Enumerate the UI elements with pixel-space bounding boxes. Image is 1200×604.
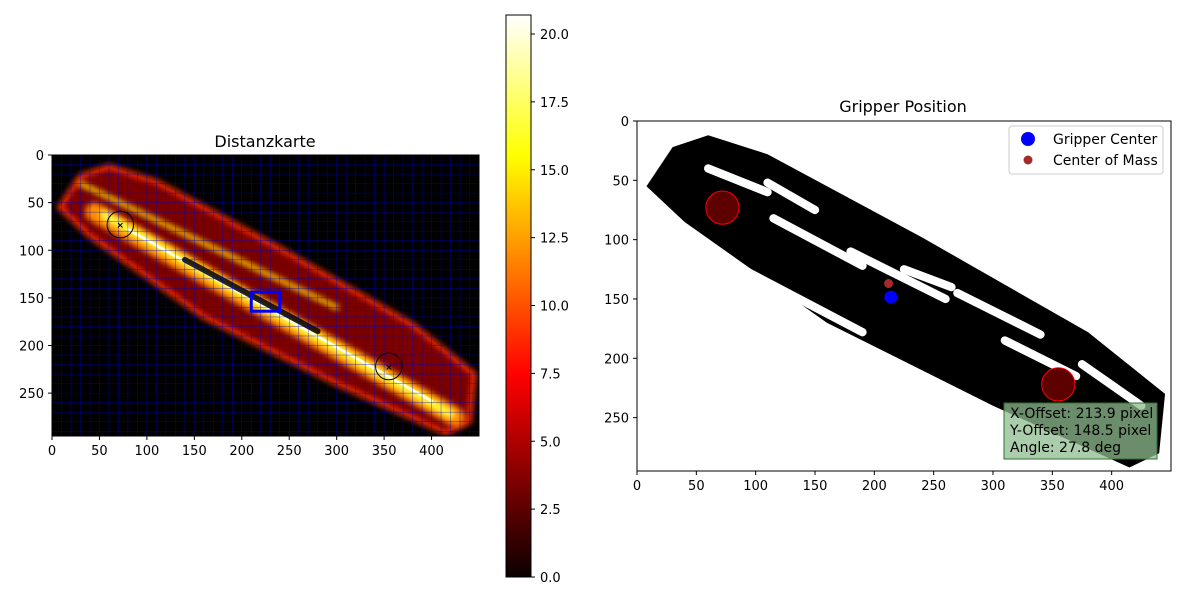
colorbar-tick-label: 10.0 <box>540 300 569 315</box>
legend-gripper-center-label: Gripper Center <box>1053 132 1157 148</box>
y-tick-label: 100 <box>604 234 629 249</box>
part-hole <box>704 164 772 197</box>
part-hole <box>899 265 956 292</box>
x-tick-label: 150 <box>182 444 207 459</box>
x-tick-label: 200 <box>862 479 887 494</box>
colorbar-gradient <box>505 14 532 578</box>
x-tick-label: 50 <box>91 444 108 459</box>
grip-contact-circle <box>705 190 740 225</box>
y-tick-label: 0 <box>36 149 44 164</box>
x-tick-label: 400 <box>1099 479 1124 494</box>
heatmap-grid <box>52 155 479 436</box>
heatmap-upper-ridge <box>78 181 340 310</box>
distance-map-title: Distanzkarte <box>214 132 315 151</box>
colorbar-tick-label: 20.0 <box>540 28 569 43</box>
x-tick-label: 250 <box>921 479 946 494</box>
distance-map-image: ×× <box>52 155 479 436</box>
distance-map-frame <box>51 154 480 437</box>
y-tick-label: 0 <box>621 115 629 130</box>
colorbar-tick-label: 0.0 <box>540 571 561 586</box>
gripper-position-frame <box>636 120 1172 472</box>
part-hole <box>763 178 820 215</box>
x-tick-label: 400 <box>419 444 444 459</box>
legend-center-of-mass-label: Center of Mass <box>1053 153 1158 169</box>
colorbar-tick-label: 15.0 <box>540 164 569 179</box>
gripper-position-axes: 0 50 100 150 200 250 300 350 400 0 50 100 150 200 250 <box>604 115 1124 494</box>
y-tick-label: 250 <box>604 412 629 427</box>
legend-center-of-mass-marker <box>1023 155 1033 165</box>
gripper-center-point <box>884 290 898 304</box>
center-of-mass-point <box>884 279 894 289</box>
offset-annotation: X-Offset: 213.9 pixel Y-Offset: 148.5 pi… <box>1003 402 1158 460</box>
colorbar-tick-label: 5.0 <box>540 435 561 450</box>
y-offset-text: Y-Offset: 148.5 pixel <box>1009 423 1151 439</box>
y-tick-label: 200 <box>604 352 629 367</box>
y-tick-label: 100 <box>19 244 44 259</box>
legend-box <box>1008 125 1164 175</box>
colorbar-tick-label: 17.5 <box>540 96 569 111</box>
part-hole <box>953 288 1045 339</box>
legend: Gripper Center Center of Mass <box>1008 125 1164 175</box>
x-tick-label: 100 <box>743 479 768 494</box>
angle-text: Angle: 27.8 deg <box>1010 440 1121 456</box>
x-offset-text: X-Offset: 213.9 pixel <box>1010 406 1153 422</box>
colorbar-tick-label: 12.5 <box>540 232 569 247</box>
gripper-position-title: Gripper Position <box>839 97 967 116</box>
part-hole <box>1077 360 1146 410</box>
grip-circle <box>375 352 403 381</box>
x-tick-label: 100 <box>134 444 159 459</box>
x-tick-label: 200 <box>229 444 254 459</box>
grip-center-mark: × <box>117 221 125 231</box>
colorbar-tick-label: 2.5 <box>540 503 561 518</box>
part-hole <box>769 214 867 270</box>
y-tick-label: 150 <box>604 293 629 308</box>
colorbar-ticks: 0.0 2.5 5.0 7.5 10.0 12.5 15.0 17.5 20.0 <box>531 28 569 586</box>
colorbar-tick-label: 7.5 <box>540 367 561 382</box>
y-tick-label: 50 <box>612 174 629 189</box>
distance-map-axes: 0 50 100 150 200 250 300 350 400 0 50 100 150 200 250 <box>19 149 444 459</box>
gripper-position-panel: Gripper Position 0 50 100 150 200 250 300 350 40… <box>604 97 1172 494</box>
legend-gripper-center-marker <box>1021 132 1035 146</box>
x-tick-label: 150 <box>803 479 828 494</box>
x-tick-label: 250 <box>277 444 302 459</box>
x-tick-label: 350 <box>372 444 397 459</box>
y-tick-label: 50 <box>27 197 44 212</box>
colorbar: 0.0 2.5 5.0 7.5 10.0 12.5 15.0 17.5 20.0 <box>505 14 569 586</box>
y-tick-label: 150 <box>19 292 44 307</box>
offset-annotation-box <box>1003 402 1158 460</box>
grip-circle <box>106 210 135 239</box>
y-tick-label: 200 <box>19 340 44 355</box>
x-tick-label: 50 <box>688 479 705 494</box>
x-tick-label: 350 <box>1040 479 1065 494</box>
distance-map-panel: Distanzkarte ×× 0 50 100 150 200 250 300 350 400… <box>19 132 480 459</box>
x-tick-label: 0 <box>48 444 56 459</box>
part-hole <box>715 253 867 337</box>
grip-contact-circle <box>1041 367 1076 402</box>
x-tick-label: 0 <box>633 479 641 494</box>
x-tick-label: 300 <box>324 444 349 459</box>
gripper-rectangle <box>249 290 282 313</box>
grip-center-mark: × <box>385 363 393 373</box>
x-tick-label: 300 <box>981 479 1006 494</box>
part-hole <box>846 247 950 304</box>
y-tick-label: 250 <box>19 387 44 402</box>
